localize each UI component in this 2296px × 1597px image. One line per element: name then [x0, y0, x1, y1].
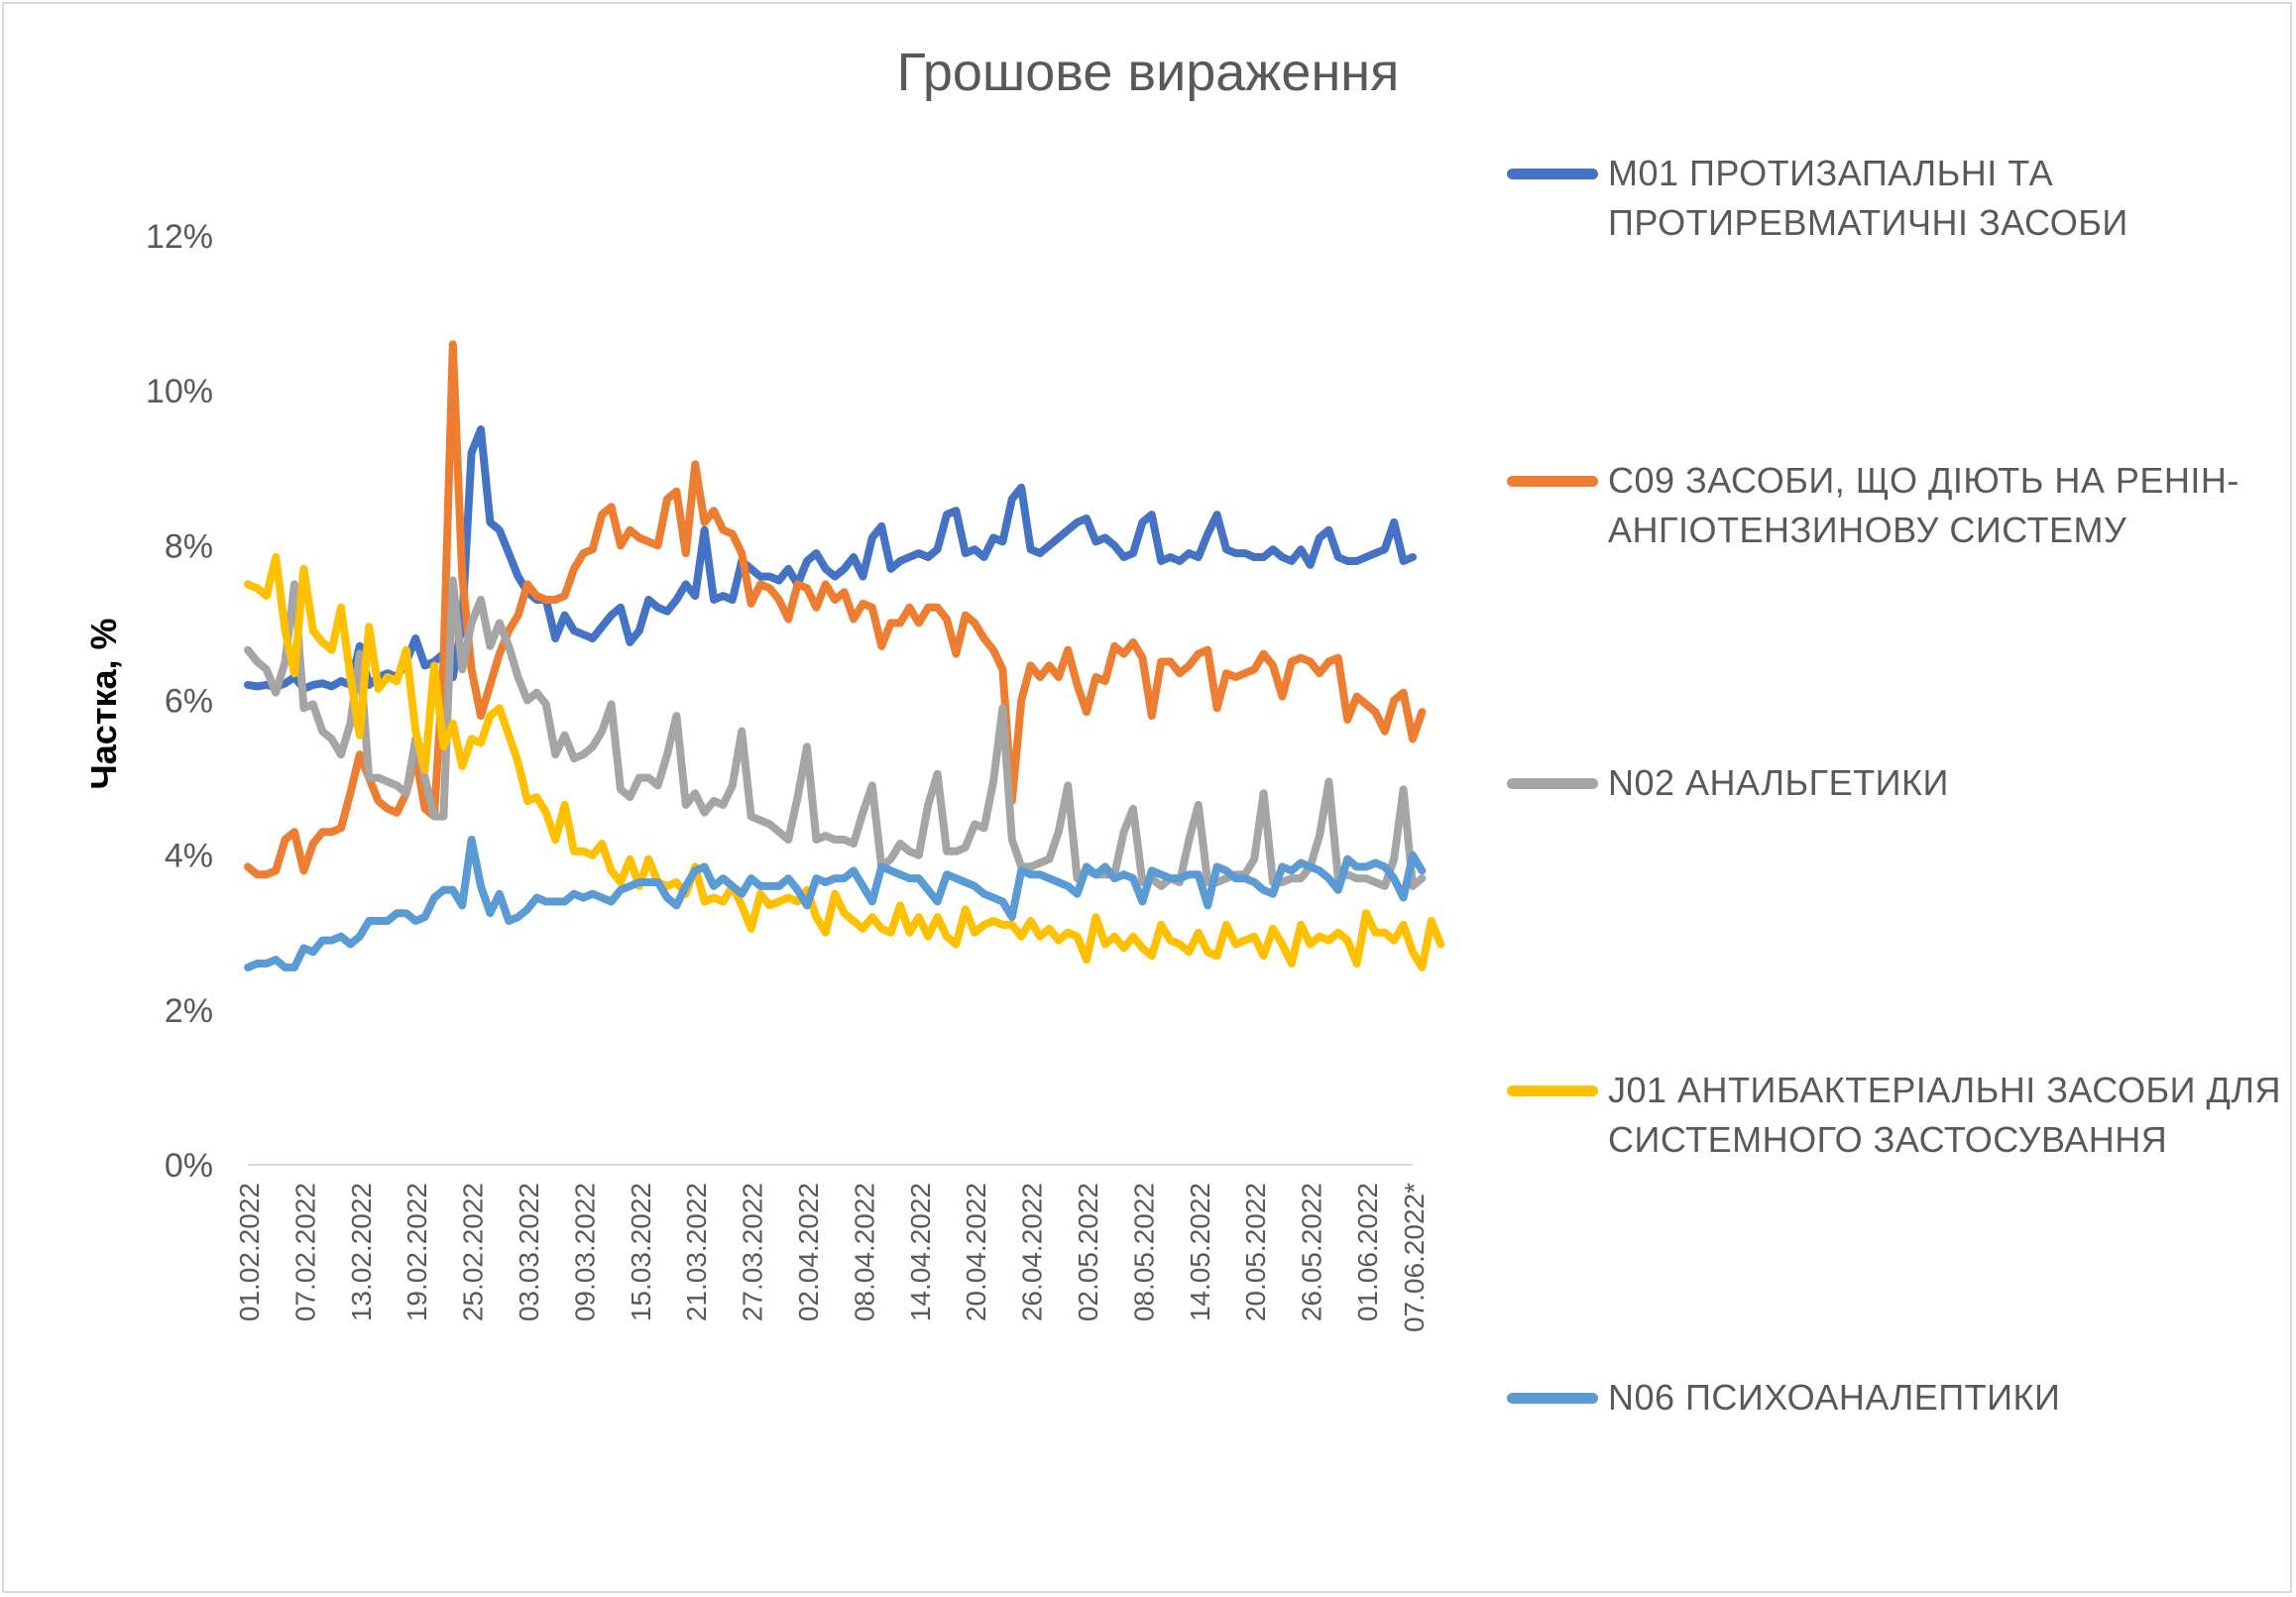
x-tick-label: 07.06.2022* — [1399, 1183, 1430, 1332]
x-tick-label: 03.03.2022 — [514, 1183, 544, 1321]
legend-swatch — [1507, 778, 1598, 789]
x-tick-label: 07.02.2022 — [289, 1183, 320, 1321]
y-tick-label: 10% — [146, 373, 213, 410]
x-tick-label: 26.05.2022 — [1297, 1183, 1327, 1321]
legend-swatch — [1507, 1085, 1598, 1096]
x-tick-label: 08.05.2022 — [1128, 1183, 1159, 1321]
x-tick-label: 13.02.2022 — [346, 1183, 377, 1321]
legend-item: J01 АНТИБАКТЕРІАЛЬНІ ЗАСОБИ ДЛЯ СИСТЕМНО… — [1507, 1066, 2282, 1165]
x-tick-label: 09.03.2022 — [569, 1183, 600, 1321]
series-line-5 — [244, 836, 1427, 971]
legend-label: J01 АНТИБАКТЕРІАЛЬНІ ЗАСОБИ ДЛЯ СИСТЕМНО… — [1608, 1070, 2281, 1160]
legend-swatch — [1507, 1393, 1598, 1404]
x-tick-label: 20.04.2022 — [961, 1183, 991, 1321]
chart-title: Грошове вираження — [896, 43, 1400, 102]
x-tick-label: 14.04.2022 — [905, 1183, 936, 1321]
legend-label: N06 ПСИХОАНАЛЕПТИКИ — [1608, 1377, 2061, 1418]
y-axis-title: Частка, % — [83, 618, 124, 790]
legend-item: N02 АНАЛЬГЕТИКИ — [1507, 758, 2282, 808]
x-tick-label: 19.02.2022 — [402, 1183, 432, 1321]
y-tick-label: 0% — [165, 1147, 213, 1185]
legend-label: M01 ПРОТИЗАПАЛЬНІ ТА ПРОТИРЕВМАТИЧНІ ЗАС… — [1608, 153, 2128, 243]
x-tick-label: 01.06.2022 — [1352, 1183, 1383, 1321]
x-tick-label: 25.02.2022 — [458, 1183, 489, 1321]
x-tick-label: 21.03.2022 — [681, 1183, 712, 1321]
x-tick-label: 02.05.2022 — [1073, 1183, 1103, 1321]
x-tick-label: 27.03.2022 — [738, 1183, 768, 1321]
series-line-2 — [244, 340, 1427, 879]
y-tick-label: 12% — [146, 218, 213, 256]
legend-swatch — [1507, 169, 1598, 179]
y-tick-label: 4% — [165, 838, 213, 875]
x-tick-label: 08.04.2022 — [849, 1183, 879, 1321]
x-tick-label: 20.05.2022 — [1240, 1183, 1271, 1321]
series-line-3 — [244, 576, 1427, 890]
x-tick-label: 02.04.2022 — [793, 1183, 824, 1321]
y-tick-label: 6% — [165, 683, 213, 721]
legend-swatch — [1507, 476, 1598, 487]
series-line-4 — [244, 553, 1445, 971]
legend-label: N02 АНАЛЬГЕТИКИ — [1608, 762, 1949, 803]
legend-item: M01 ПРОТИЗАПАЛЬНІ ТА ПРОТИРЕВМАТИЧНІ ЗАС… — [1507, 149, 2282, 248]
legend-item: C09 ЗАСОБИ, ЩО ДІЮТЬ НА РЕНІН-АНГІОТЕНЗИ… — [1507, 456, 2282, 555]
x-tick-label: 26.04.2022 — [1017, 1183, 1048, 1321]
x-tick-label: 01.02.2022 — [234, 1183, 265, 1321]
x-tick-label: 15.03.2022 — [626, 1183, 656, 1321]
series-line-1 — [244, 425, 1417, 693]
legend-item: N06 ПСИХОАНАЛЕПТИКИ — [1507, 1373, 2282, 1423]
y-tick-label: 2% — [165, 992, 213, 1030]
y-tick-label: 8% — [165, 527, 213, 565]
legend-label: C09 ЗАСОБИ, ЩО ДІЮТЬ НА РЕНІН-АНГІОТЕНЗИ… — [1608, 460, 2239, 550]
x-tick-label: 14.05.2022 — [1185, 1183, 1215, 1321]
